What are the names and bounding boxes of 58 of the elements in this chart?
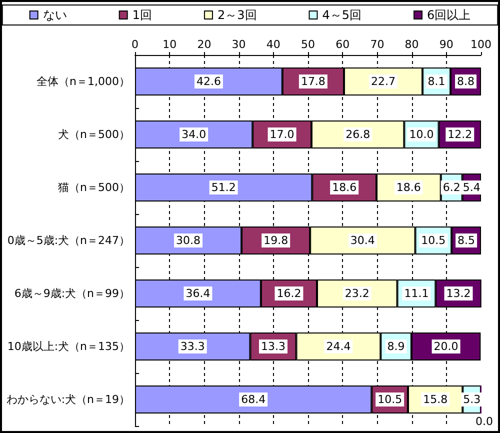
data-label: 42.6 (196, 75, 221, 88)
data-label: 22.7 (371, 75, 396, 88)
x-tick-label: 50 (301, 38, 315, 51)
data-label: 10.5 (378, 393, 402, 406)
data-label: 33.3 (180, 340, 205, 353)
y-tick-label: 猫（n＝500） (58, 181, 130, 194)
data-label: 8.5 (458, 234, 476, 247)
data-label: 30.4 (350, 234, 375, 247)
data-label: 10.5 (421, 234, 446, 247)
legend-label: 6回以上 (427, 8, 471, 22)
data-label: 15.8 (423, 393, 448, 406)
legend-label: ない (42, 8, 67, 22)
data-label: 5.4 (462, 181, 480, 194)
legend-label: 4～5回 (322, 8, 362, 22)
data-label: 18.6 (396, 181, 421, 194)
x-tick-label: 60 (336, 38, 350, 51)
data-label: 12.2 (448, 128, 472, 141)
legend-label: 2～3回 (217, 8, 257, 22)
data-label: 34.0 (182, 128, 206, 141)
data-label: 17.8 (300, 75, 326, 88)
x-tick-label: 70 (370, 38, 384, 51)
data-label: 8.1 (428, 75, 446, 88)
y-tick-label: 全体（n＝1,000） (36, 75, 130, 88)
data-label: 13.2 (446, 287, 471, 300)
x-tick-label: 30 (232, 38, 246, 51)
data-label: 16.2 (276, 287, 302, 300)
x-tick-label: 90 (439, 38, 454, 51)
data-label: 8.9 (387, 340, 405, 353)
x-tick-label: 10 (162, 38, 177, 51)
y-tick-label: 犬（n＝500） (58, 128, 130, 141)
y-tick-label: 10歳以上:犬（n＝135） (7, 340, 130, 353)
data-label: 68.4 (241, 393, 266, 406)
y-tick-label: 0歳～5歳:犬（n＝247） (7, 234, 130, 247)
x-tick-label: 0 (132, 38, 138, 51)
data-label: 23.2 (344, 287, 370, 300)
y-tick-label: 6歳～9歳:犬（n＝99） (14, 287, 130, 300)
y-tick-label: わからない:犬（n＝19） (6, 393, 130, 406)
data-label: 0.0 (476, 414, 493, 428)
data-label: 17.0 (270, 128, 294, 141)
data-label: 51.2 (211, 181, 236, 194)
data-label: 24.4 (326, 340, 351, 353)
data-label: 19.8 (264, 234, 288, 247)
legend-label: 1回 (132, 8, 152, 22)
data-label: 18.6 (332, 181, 357, 194)
data-label: 13.3 (260, 340, 286, 353)
data-label: 20.0 (434, 340, 458, 353)
data-label: 5.3 (463, 393, 481, 406)
x-tick-label: 100 (470, 38, 492, 51)
data-label: 36.4 (186, 287, 210, 300)
data-label: 10.0 (409, 128, 434, 141)
data-label: 6.2 (442, 181, 460, 194)
x-tick-label: 80 (404, 38, 419, 51)
data-label: 8.8 (457, 75, 475, 88)
x-tick-label: 20 (197, 38, 212, 51)
data-label: 26.8 (346, 128, 370, 141)
data-label: 30.8 (176, 234, 201, 247)
data-label: 11.1 (404, 287, 429, 300)
x-tick-label: 40 (266, 38, 280, 51)
